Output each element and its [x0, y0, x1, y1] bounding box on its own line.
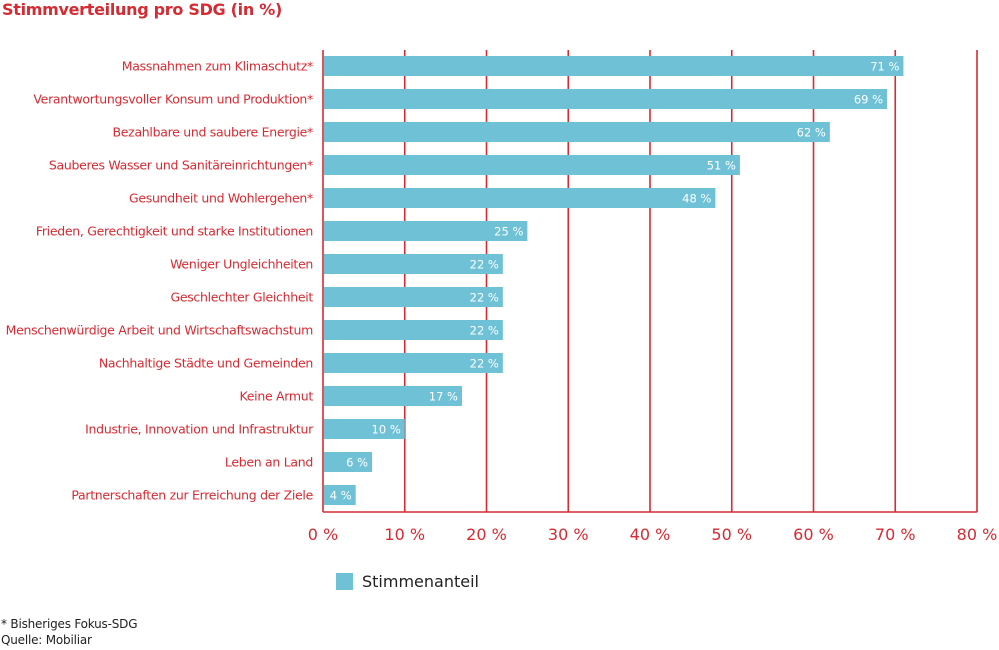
data-label: 22 % — [470, 258, 499, 272]
x-tick-label: 10 % — [384, 525, 425, 544]
x-tick-label: 40 % — [630, 525, 671, 544]
bar — [324, 221, 528, 241]
x-tick-label: 20 % — [466, 525, 507, 544]
category-label: Industrie, Innovation und Infrastruktur — [85, 422, 314, 437]
category-label: Keine Armut — [240, 389, 314, 404]
x-tick-label: 30 % — [548, 525, 589, 544]
data-label: 22 % — [470, 324, 499, 338]
bar — [324, 386, 462, 406]
bar — [324, 254, 503, 274]
category-label: Leben an Land — [225, 455, 313, 470]
bar — [324, 419, 405, 439]
x-tick-label: 80 % — [957, 525, 998, 544]
data-label: 4 % — [330, 489, 352, 503]
x-tick-label: 0 % — [308, 525, 338, 544]
category-label: Partnerschaften zur Erreichung der Ziele — [71, 488, 313, 503]
category-label: Frieden, Gerechtigkeit und starke Instit… — [36, 224, 313, 239]
data-label: 25 % — [494, 225, 523, 239]
data-label: 22 % — [470, 357, 499, 371]
category-label: Gesundheit und Wohlergehen* — [129, 191, 313, 206]
data-label: 71 % — [870, 60, 899, 74]
category-label: Nachhaltige Städte und Gemeinden — [99, 356, 313, 371]
bar — [324, 56, 904, 76]
data-label: 48 % — [682, 192, 711, 206]
category-label: Bezahlbare und saubere Energie* — [113, 125, 314, 140]
footnote: * Bisheriges Fokus-SDG — [1, 617, 138, 631]
data-label: 17 % — [429, 390, 458, 404]
data-label: 10 % — [372, 423, 401, 437]
data-label: 51 % — [707, 159, 736, 173]
bar — [324, 89, 888, 109]
data-label: 62 % — [797, 126, 826, 140]
x-tick-label: 50 % — [711, 525, 752, 544]
data-label: 69 % — [854, 93, 883, 107]
bar — [324, 188, 716, 208]
category-label: Verantwortungsvoller Konsum und Produkti… — [33, 92, 313, 107]
category-label: Massnahmen zum Klimaschutz* — [122, 59, 313, 74]
bar — [324, 485, 356, 505]
legend-label: Stimmenanteil — [362, 572, 479, 591]
data-label: 6 % — [346, 456, 368, 470]
chart-title: Stimmverteilung pro SDG (in %) — [2, 0, 282, 19]
data-label: 22 % — [470, 291, 499, 305]
x-tick-label: 70 % — [875, 525, 916, 544]
bar — [324, 320, 503, 340]
bar — [324, 353, 503, 373]
source-note: Quelle: Mobiliar — [1, 633, 92, 647]
x-tick-label: 60 % — [793, 525, 834, 544]
category-label: Menschenwürdige Arbeit und Wirtschaftswa… — [6, 323, 313, 338]
legend-swatch — [336, 573, 353, 590]
category-label: Geschlechter Gleichheit — [170, 290, 313, 305]
category-label: Sauberes Wasser und Sanitäreinrichtungen… — [49, 158, 313, 173]
category-label: Weniger Ungleichheiten — [170, 257, 313, 272]
bar — [324, 122, 830, 142]
bar — [324, 287, 503, 307]
bar — [324, 155, 740, 175]
bar — [324, 452, 373, 472]
